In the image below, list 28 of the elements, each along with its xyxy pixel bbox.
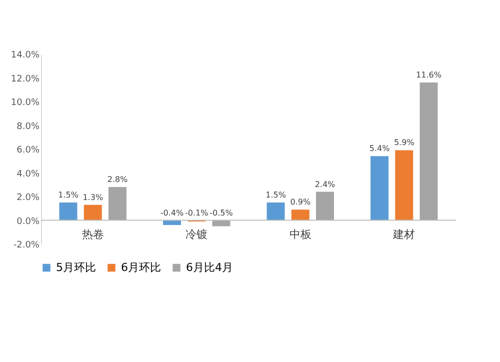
data-label: -0.1% bbox=[185, 208, 209, 218]
y-tick-label: 10.0% bbox=[10, 98, 40, 108]
y-tick-label: 0.0% bbox=[16, 216, 40, 227]
x-tick-label: 热卷 bbox=[82, 228, 104, 241]
data-label: 11.6% bbox=[416, 70, 442, 80]
data-label: -0.5% bbox=[210, 208, 234, 218]
y-tick-label: 14.0% bbox=[10, 50, 40, 60]
data-label: -0.4% bbox=[160, 208, 184, 218]
x-tick-label: 冷镀 bbox=[186, 228, 208, 241]
y-tick-label: 4.0% bbox=[16, 169, 40, 180]
legend-label: 6月比4月 bbox=[186, 260, 233, 274]
x-tick-label: 中板 bbox=[289, 228, 312, 241]
y-tick-label: 6.0% bbox=[16, 146, 40, 156]
x-tick-label: 建材 bbox=[392, 228, 416, 241]
data-label: 1.5% bbox=[58, 190, 79, 200]
data-label: 1.3% bbox=[82, 192, 104, 202]
legend-label: 6月环比 bbox=[121, 260, 161, 274]
y-tick-label: -2.0% bbox=[13, 240, 40, 250]
data-label: 2.8% bbox=[107, 175, 128, 184]
data-label: 0.9% bbox=[290, 198, 311, 207]
y-tick-label: 8.0% bbox=[16, 122, 40, 132]
data-label: 5.9% bbox=[394, 138, 415, 148]
data-label: 5.4% bbox=[369, 144, 390, 154]
data-label: 2.4% bbox=[314, 180, 336, 189]
legend-label: 5月环比 bbox=[56, 260, 96, 274]
y-tick-label: 2.0% bbox=[16, 193, 40, 203]
y-tick-label: 12.0% bbox=[10, 74, 40, 84]
data-label: 1.5% bbox=[266, 190, 286, 200]
